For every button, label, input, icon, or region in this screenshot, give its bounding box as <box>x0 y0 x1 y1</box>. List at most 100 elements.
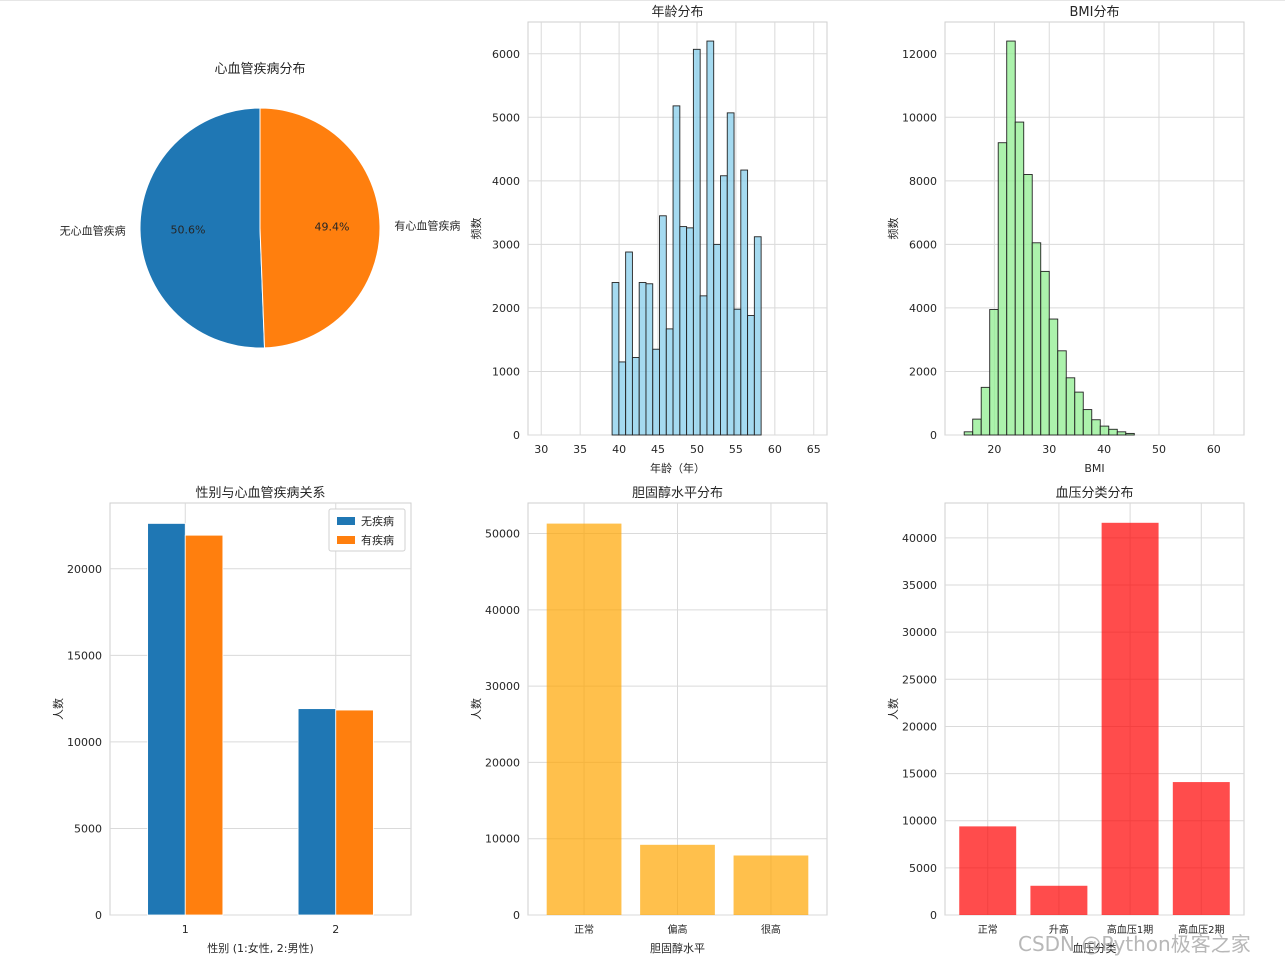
y-tick-label: 10000 <box>485 833 520 846</box>
pie-slice <box>259 107 381 349</box>
histogram-bar <box>692 48 701 436</box>
x-tick-label: 50 <box>690 443 704 456</box>
y-tick-label: 25000 <box>902 673 937 686</box>
y-tick-label: 6000 <box>909 238 937 251</box>
histogram-bar <box>1006 40 1016 436</box>
y-axis-label: 频数 <box>886 218 900 240</box>
y-tick-label: 20000 <box>485 756 520 769</box>
bar-disease <box>184 534 224 916</box>
y-tick-label: 10000 <box>902 111 937 124</box>
legend-swatch <box>337 536 355 544</box>
histogram-bar <box>740 169 749 436</box>
chart-title: 胆固醇水平分布 <box>632 485 723 501</box>
y-axis-label: 人数 <box>887 698 900 720</box>
histogram-bar <box>713 243 721 436</box>
histogram-bar <box>631 357 640 436</box>
y-tick-label: 20000 <box>902 720 937 733</box>
bar-no-disease <box>147 523 186 916</box>
histogram-bar <box>1014 121 1025 436</box>
pie-label: 无心血管疾病 <box>60 224 126 238</box>
x-axis-label: 血压分类 <box>1073 941 1117 955</box>
histogram-bar <box>686 227 694 436</box>
x-tick-label: 60 <box>1207 443 1221 456</box>
y-tick-label: 40000 <box>902 532 937 545</box>
x-tick-label: 65 <box>807 443 821 456</box>
x-tick-label: 正常 <box>574 923 594 936</box>
histogram-bar <box>720 175 728 436</box>
histogram-bar <box>1031 242 1042 436</box>
x-tick-label: 50 <box>1152 443 1166 456</box>
x-axis-label: 年龄（年） <box>650 461 705 475</box>
y-tick-label: 10000 <box>902 815 937 828</box>
histogram-bar <box>659 215 667 436</box>
chart-title: 年龄分布 <box>651 5 703 20</box>
y-tick-label: 15000 <box>67 649 102 662</box>
x-tick-label: 60 <box>768 443 782 456</box>
histogram-bar <box>1065 377 1076 436</box>
histogram-bar <box>1082 409 1093 436</box>
histogram-bar <box>1125 432 1135 436</box>
y-tick-label: 0 <box>513 429 520 442</box>
chart-title: 心血管疾病分布 <box>214 62 305 77</box>
y-tick-label: 35000 <box>902 579 937 592</box>
y-tick-label: 30000 <box>902 626 937 639</box>
x-tick-label: 偏高 <box>668 923 688 936</box>
bar-2 <box>1101 522 1159 915</box>
y-tick-label: 40000 <box>485 604 520 617</box>
histogram-bar <box>1116 431 1127 436</box>
bar-no-disease <box>297 708 337 916</box>
histogram-bar <box>665 328 674 436</box>
histogram-bar <box>997 142 1008 436</box>
y-tick-label: 0 <box>930 429 937 442</box>
bar-2 <box>733 855 809 915</box>
histogram-bar <box>618 361 627 436</box>
y-tick-label: 2000 <box>492 302 520 315</box>
y-tick-label: 30000 <box>485 680 520 693</box>
watermark-text: CSDN @Python极客之家 <box>1018 932 1251 956</box>
histogram-bar <box>747 315 755 436</box>
histogram-bar <box>611 282 620 436</box>
histogram-bar <box>652 348 660 436</box>
y-tick-label: 20000 <box>67 563 102 576</box>
histogram-bar <box>679 226 688 436</box>
histogram-bar <box>1108 428 1118 436</box>
y-tick-label: 5000 <box>74 822 102 835</box>
y-tick-label: 4000 <box>909 302 937 315</box>
histogram-bar <box>1040 270 1050 436</box>
histogram-bar <box>733 308 742 436</box>
chart-title: BMI分布 <box>1070 5 1120 20</box>
y-tick-label: 0 <box>930 909 937 922</box>
bar-0 <box>546 523 622 915</box>
chart-2: BMI分布 BMI 频数 20 30 40 50 60 0 2000 4000 6000 8000 100… <box>886 5 1245 475</box>
x-axis-label: BMI <box>1084 462 1104 475</box>
x-tick-label: 1 <box>182 923 189 936</box>
histogram-bar <box>989 309 999 436</box>
x-tick-label: 很高 <box>761 923 781 936</box>
y-tick-label: 0 <box>513 909 520 922</box>
x-tick-label: 20 <box>987 443 1001 456</box>
y-tick-label: 15000 <box>902 768 937 781</box>
x-tick-label: 30 <box>534 443 548 456</box>
legend-swatch <box>337 517 355 525</box>
y-tick-label: 5000 <box>492 111 520 124</box>
y-tick-label: 8000 <box>909 175 937 188</box>
bar-0 <box>959 826 1017 915</box>
histogram-bar <box>753 236 762 436</box>
top-border <box>0 0 1285 1</box>
histogram-bar <box>980 386 991 436</box>
histogram-bar <box>672 105 681 436</box>
histogram-bar <box>706 40 715 436</box>
y-tick-label: 2000 <box>909 365 937 378</box>
histogram-bar <box>963 431 974 436</box>
x-axis-label: 性别 (1:女性, 2:男性) <box>207 941 313 955</box>
histogram-bar <box>638 282 647 436</box>
y-tick-label: 1000 <box>492 365 520 378</box>
histogram-bar <box>972 418 982 436</box>
y-tick-label: 10000 <box>67 736 102 749</box>
y-tick-label: 6000 <box>492 48 520 61</box>
